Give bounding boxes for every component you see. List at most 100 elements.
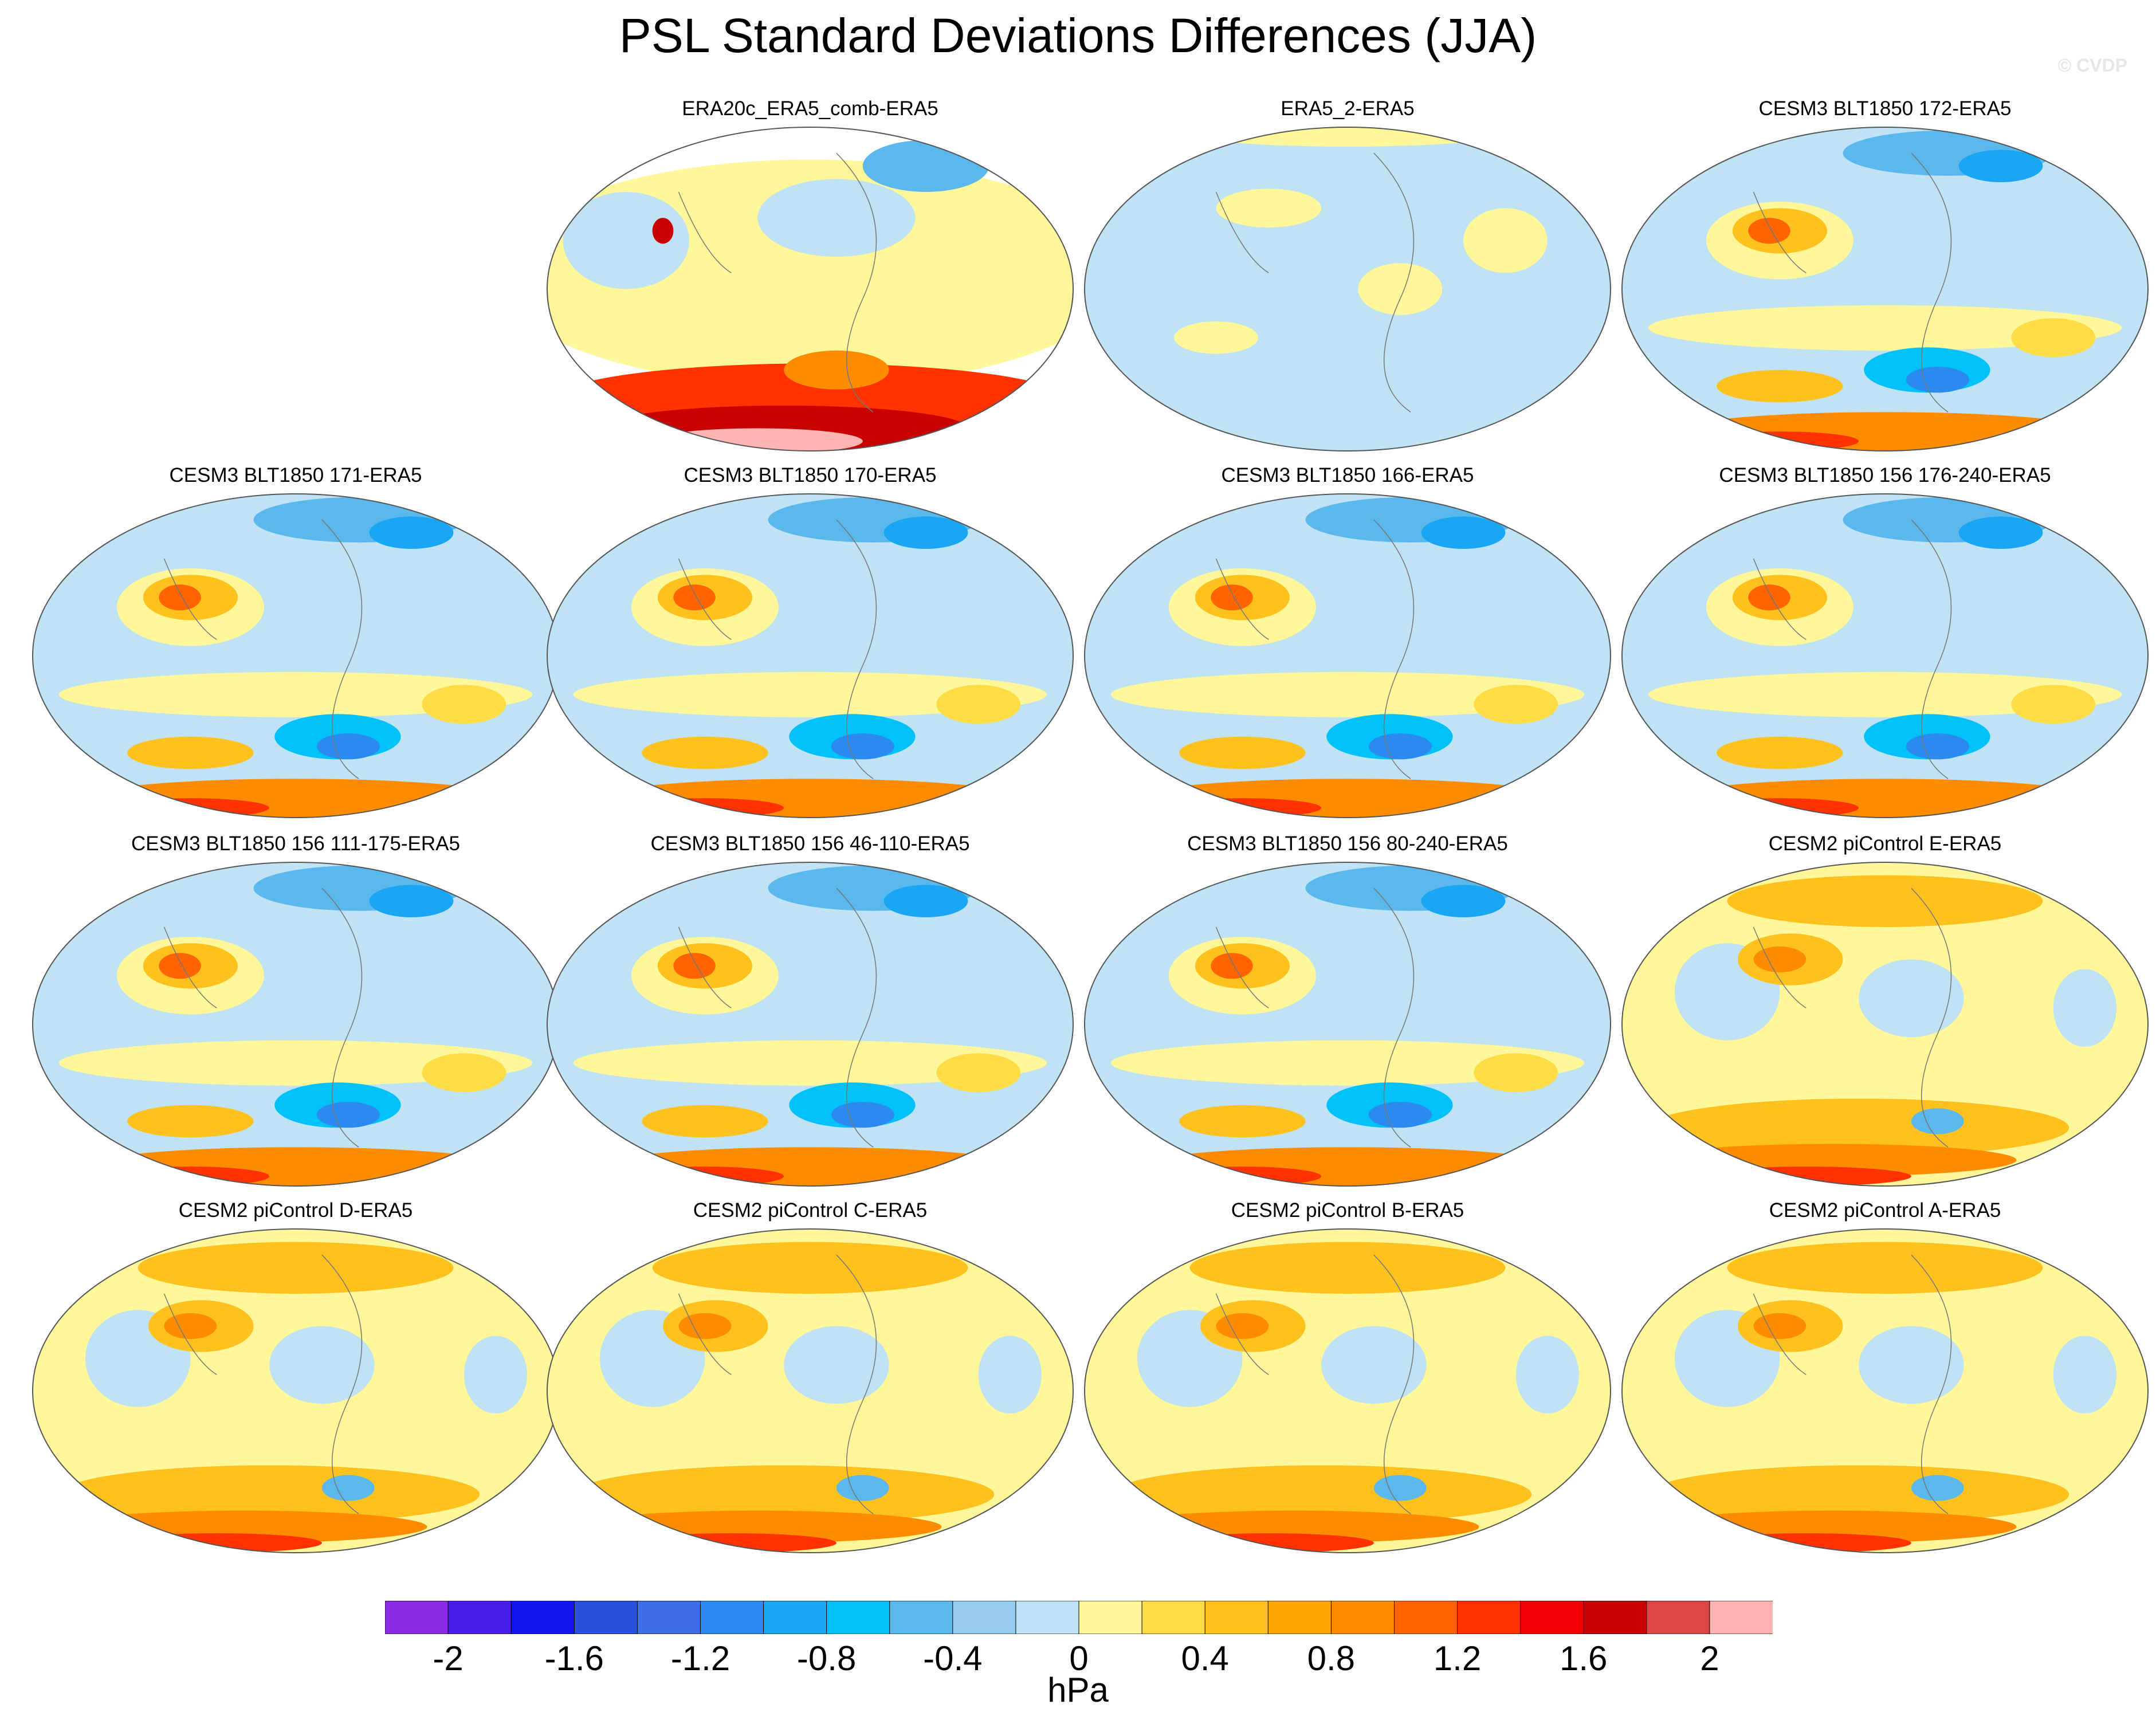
anomaly-region xyxy=(1748,584,1790,611)
panel-title: CESM3 BLT1850 170-ERA5 xyxy=(684,464,937,486)
anomaly-region xyxy=(1463,208,1548,273)
colorbar-swatch xyxy=(1520,1601,1584,1634)
anomaly-region xyxy=(573,1040,1047,1086)
anomaly-region xyxy=(1515,1336,1579,1414)
anomaly-region xyxy=(1622,494,2148,818)
anomaly-region xyxy=(2011,685,2096,724)
coastline xyxy=(321,519,363,779)
coastline xyxy=(678,558,732,640)
coastline xyxy=(1911,519,1952,779)
colorbar-swatch xyxy=(1583,1601,1647,1634)
anomaly-region xyxy=(1216,188,1322,228)
panel-title: CESM3 BLT1850 156 80-240-ERA5 xyxy=(1187,832,1508,855)
map-panel xyxy=(1622,494,2148,818)
coastline xyxy=(1753,1293,1807,1375)
anomaly-region xyxy=(159,953,201,979)
coastline xyxy=(163,558,217,640)
anomaly-region xyxy=(58,671,533,717)
anomaly-region xyxy=(1648,305,2122,351)
anomaly-region xyxy=(1216,1313,1269,1340)
anomaly-region xyxy=(1906,367,1969,393)
anomaly-region xyxy=(652,1242,968,1294)
colorbar-tick-label: 1.6 xyxy=(1560,1639,1608,1678)
map-border xyxy=(1084,127,1611,451)
colorbar-swatch xyxy=(385,1601,449,1634)
anomaly-region xyxy=(1622,127,2148,451)
coastline xyxy=(678,1293,732,1375)
anomaly-region xyxy=(678,1313,732,1340)
anomaly-region xyxy=(1085,862,1611,1186)
anomaly-region xyxy=(1911,1108,1964,1134)
anomaly-region xyxy=(1179,1105,1306,1138)
map-border xyxy=(1621,127,2149,451)
anomaly-region xyxy=(58,1465,480,1524)
panel-title: ERA5_2-ERA5 xyxy=(1281,97,1415,120)
coastline xyxy=(836,887,877,1148)
colorbar-swatch xyxy=(447,1601,512,1634)
map-border xyxy=(1084,493,1611,818)
colorbar-swatch xyxy=(1393,1601,1458,1634)
colorbar-units-label: hPa xyxy=(1047,1671,1109,1709)
anomaly-region xyxy=(573,1465,995,1524)
anomaly-region xyxy=(1474,685,1558,724)
anomaly-region xyxy=(33,494,559,818)
anomaly-region xyxy=(1358,263,1443,315)
map-border xyxy=(1084,862,1611,1187)
panel-title: CESM2 piControl A-ERA5 xyxy=(1769,1199,2001,1222)
anomaly-region xyxy=(642,736,768,769)
map-panel xyxy=(1085,862,1611,1186)
coastline xyxy=(321,887,363,1148)
coastline xyxy=(163,926,217,1008)
coastline xyxy=(1215,926,1269,1008)
coastline xyxy=(836,152,877,413)
colorbar xyxy=(385,1601,1773,1634)
coastline xyxy=(1215,191,1269,273)
panel-title: CESM2 piControl C-ERA5 xyxy=(693,1199,928,1222)
anomaly-region xyxy=(464,1336,527,1414)
coastline xyxy=(1215,1293,1269,1375)
anomaly-region xyxy=(164,1313,217,1340)
anomaly-region xyxy=(831,1102,894,1128)
coastline xyxy=(1373,152,1415,413)
colorbar-tick-label: -1.6 xyxy=(544,1639,604,1678)
anomaly-region xyxy=(1211,584,1253,611)
coastline xyxy=(836,519,877,779)
anomaly-region xyxy=(1110,671,1585,717)
colorbar-swatch xyxy=(1457,1601,1521,1634)
map-panels xyxy=(32,127,2149,1553)
anomaly-region xyxy=(1958,150,2043,183)
colorbar-swatch xyxy=(574,1601,638,1634)
anomaly-region xyxy=(369,885,454,918)
colorbar-swatch xyxy=(510,1601,575,1634)
map-border xyxy=(1621,493,2149,818)
map-border xyxy=(547,862,1074,1187)
anomaly-region xyxy=(784,1326,889,1404)
map-panel xyxy=(547,1229,1073,1553)
anomaly-region xyxy=(1958,516,2043,549)
anomaly-region xyxy=(1174,321,1258,354)
map-panel xyxy=(547,140,1073,451)
map-panel xyxy=(1085,127,1611,451)
anomaly-region xyxy=(883,516,968,549)
anomaly-region xyxy=(547,862,1073,1186)
colorbar-swatch xyxy=(1267,1601,1332,1634)
map-border xyxy=(1084,1228,1611,1553)
anomaly-region xyxy=(599,779,1021,818)
colorbar-swatch xyxy=(1204,1601,1269,1634)
coastline xyxy=(1753,558,1807,640)
anomaly-region xyxy=(1421,516,1506,549)
colorbar-swatch xyxy=(1015,1601,1079,1634)
panel-title: CESM3 BLT1850 156 111-175-ERA5 xyxy=(131,832,460,855)
anomaly-region xyxy=(1753,946,1807,973)
anomaly-region xyxy=(1179,736,1306,769)
anomaly-region xyxy=(127,736,254,769)
anomaly-region xyxy=(1727,1242,2043,1294)
colorbar-tick-label: 0.4 xyxy=(1181,1639,1229,1678)
anomaly-region xyxy=(1137,1147,1558,1186)
colorbar-tick-label: 0 xyxy=(1069,1639,1089,1678)
coastline xyxy=(1373,887,1415,1148)
coastline xyxy=(1753,926,1807,1008)
anomaly-region xyxy=(321,1475,375,1501)
anomaly-region xyxy=(1859,1326,1964,1404)
coastline xyxy=(836,1254,877,1514)
